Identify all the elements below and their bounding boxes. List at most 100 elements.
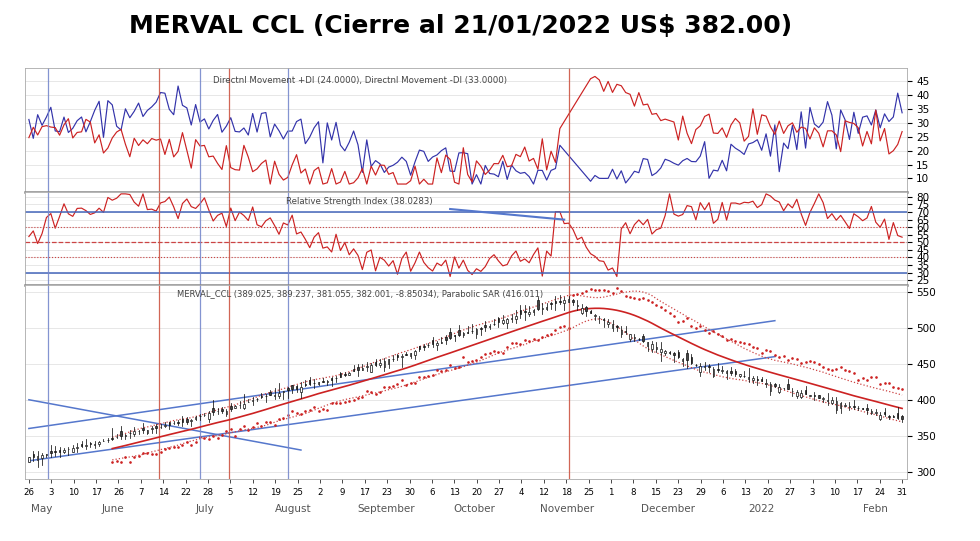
Bar — [252, 400, 254, 401]
Bar — [466, 332, 468, 333]
Bar — [349, 373, 350, 375]
Bar — [379, 363, 380, 365]
Bar — [459, 329, 460, 334]
Bar — [765, 382, 767, 384]
Bar — [691, 358, 692, 363]
Bar — [230, 406, 231, 409]
Text: August: August — [275, 504, 312, 514]
Bar — [677, 352, 679, 357]
Bar — [340, 373, 341, 377]
Bar — [46, 454, 47, 455]
Text: June: June — [101, 504, 124, 514]
Bar — [748, 378, 750, 379]
Bar — [700, 366, 701, 372]
Bar — [366, 366, 368, 367]
Bar — [243, 404, 245, 408]
Bar — [590, 311, 591, 313]
Bar — [388, 359, 389, 365]
Bar — [221, 409, 222, 411]
Bar — [41, 454, 43, 458]
Bar — [581, 308, 582, 313]
Bar — [603, 319, 605, 320]
Text: MERVAL_CCL (389.025, 389.237, 381.055, 382.001, -8.85034), Parabolic SAR (416.01: MERVAL_CCL (389.025, 389.237, 381.055, 3… — [176, 289, 543, 298]
Bar — [796, 392, 798, 395]
Bar — [805, 390, 807, 393]
Bar — [664, 351, 666, 353]
Bar — [353, 369, 355, 371]
Bar — [884, 412, 885, 414]
Bar — [726, 371, 727, 373]
Bar — [225, 411, 227, 414]
Bar — [358, 367, 359, 370]
Bar — [156, 426, 157, 427]
Text: Directnl Movement +DI (24.0000), Directnl Movement -DI (33.0000): Directnl Movement +DI (24.0000), Directn… — [213, 76, 507, 85]
Bar — [50, 451, 52, 453]
Bar — [585, 307, 587, 311]
Bar — [423, 346, 424, 347]
Bar — [480, 328, 481, 329]
Text: Febn: Febn — [863, 504, 888, 514]
Bar — [322, 381, 323, 382]
Bar — [181, 419, 183, 423]
Text: 2022: 2022 — [748, 504, 774, 514]
Bar — [32, 454, 34, 457]
Bar — [555, 301, 557, 303]
Bar — [546, 307, 548, 309]
Bar — [673, 353, 674, 355]
Text: December: December — [641, 504, 696, 514]
Bar — [129, 432, 130, 433]
Bar — [318, 382, 319, 384]
Text: Relative Strength Index (38.0283): Relative Strength Index (38.0283) — [286, 197, 433, 206]
Bar — [234, 406, 236, 408]
Bar — [195, 418, 196, 419]
Bar — [475, 329, 477, 334]
Bar — [875, 412, 876, 413]
Bar — [370, 365, 372, 372]
Bar — [629, 334, 631, 339]
Bar — [551, 303, 552, 304]
Bar — [37, 456, 38, 460]
Bar — [291, 385, 293, 388]
Bar — [498, 319, 499, 322]
Bar — [410, 353, 412, 356]
Bar — [524, 311, 525, 312]
Bar — [542, 307, 543, 309]
Bar — [744, 376, 745, 377]
Bar — [415, 351, 416, 354]
Bar — [432, 340, 433, 344]
Bar — [94, 444, 95, 445]
Bar — [450, 332, 451, 338]
Bar — [712, 369, 714, 375]
Bar — [362, 368, 364, 370]
Bar — [608, 322, 609, 325]
Bar — [112, 438, 113, 439]
Bar — [612, 324, 613, 328]
Bar — [879, 414, 881, 419]
Bar — [397, 355, 398, 358]
Bar — [270, 392, 271, 395]
Text: MERVAL CCL (Cierre al 21/01/2022 US$ 382.00): MERVAL CCL (Cierre al 21/01/2022 US$ 382… — [129, 14, 792, 37]
Bar — [774, 384, 775, 386]
Bar — [559, 301, 561, 302]
Bar — [643, 336, 644, 341]
Bar — [647, 342, 649, 346]
Bar — [344, 374, 346, 375]
Bar — [818, 395, 819, 398]
Bar — [572, 300, 573, 302]
Bar — [72, 448, 74, 452]
Bar — [616, 326, 617, 327]
Bar — [893, 416, 894, 418]
Bar — [80, 444, 82, 446]
Bar — [331, 378, 332, 380]
Bar — [199, 415, 201, 417]
Bar — [686, 353, 688, 360]
Bar — [89, 443, 91, 444]
Bar — [418, 346, 420, 349]
Bar — [787, 384, 789, 389]
Bar — [186, 419, 187, 422]
Bar — [564, 300, 565, 303]
Bar — [165, 425, 166, 426]
Bar — [76, 447, 78, 448]
Bar — [59, 450, 61, 452]
Bar — [853, 406, 855, 407]
